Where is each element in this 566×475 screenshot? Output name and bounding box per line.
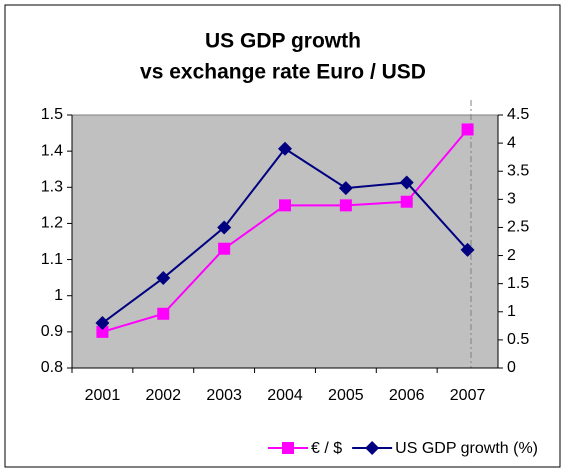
point <box>460 242 475 257</box>
chart-title: US GDP growth <box>205 30 361 53</box>
y2-tick-label: 4 <box>507 134 516 151</box>
x-tick-label: 2004 <box>267 387 303 404</box>
y-tick-label: 1.1 <box>41 251 63 268</box>
y-tick-label: 0.9 <box>41 323 63 340</box>
y2-tick-label: 0.5 <box>507 331 529 348</box>
chart-title: vs exchange rate Euro / USD <box>140 61 426 84</box>
point <box>96 325 109 338</box>
x-tick-label: 2002 <box>145 387 181 404</box>
y-tick-label: 1.2 <box>41 215 63 232</box>
point <box>461 123 474 136</box>
point <box>278 141 292 156</box>
y2-tick-label: 3.5 <box>507 162 529 179</box>
y-tick-label: 1.4 <box>41 142 63 159</box>
y-tick-label: 1.5 <box>41 106 63 123</box>
plot-area <box>71 114 499 369</box>
legend-marker <box>282 442 294 454</box>
legend-label: US GDP growth (%) <box>395 440 538 457</box>
x-tick-label: 2003 <box>206 387 242 404</box>
x-tick-label: 2001 <box>85 387 121 404</box>
point <box>218 242 231 255</box>
point <box>399 175 414 190</box>
point <box>95 316 110 331</box>
legend-label: € / $ <box>311 440 342 457</box>
y2-tick-label: 2.5 <box>507 219 529 236</box>
point <box>217 220 232 235</box>
y2-tick-label: 4.5 <box>507 106 529 123</box>
y-tick-label: 1 <box>54 287 63 304</box>
x-tick-label: 2006 <box>389 387 425 404</box>
y2-tick-label: 0 <box>507 359 516 376</box>
x-tick-label: 2005 <box>328 387 364 404</box>
point <box>157 307 170 320</box>
point <box>339 199 352 212</box>
y-tick-label: 0.8 <box>41 359 63 376</box>
y2-tick-label: 1 <box>507 303 516 320</box>
x-tick-label: 2007 <box>450 387 486 404</box>
y-tick-label: 1.3 <box>41 179 63 196</box>
point <box>156 271 171 286</box>
point <box>279 199 291 212</box>
point <box>338 181 353 196</box>
y2-tick-label: 1.5 <box>507 275 529 292</box>
y2-tick-label: 3 <box>507 191 516 208</box>
point <box>400 195 413 208</box>
y2-tick-label: 2 <box>507 247 516 264</box>
legend-marker <box>365 441 380 455</box>
